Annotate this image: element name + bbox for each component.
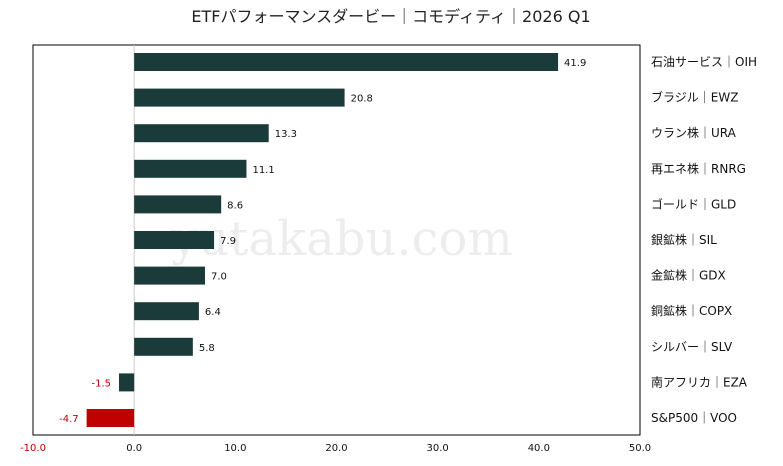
bar [134,302,199,321]
category-labels-group: 石油サービス｜OIH ブラジル｜EWZ ウラン株｜URA 再エネ株｜RNRG ゴールド｜… [651,55,757,425]
category-label: ウラン株｜URA [651,125,737,140]
x-tick-label: 10.0 [224,443,246,454]
category-label: ゴールド｜GLD [651,196,736,211]
data-label: -4.7 [59,414,79,425]
bar [134,53,559,71]
category-label: S&P500｜VOO [651,411,737,425]
x-tick-label: -10.0 [20,443,46,454]
x-tick-label: 50.0 [629,443,651,454]
data-label: 7.0 [211,272,227,283]
x-tick-labels-group: -10.0 0.0 10.0 20.0 30.0 40.0 50.0 [20,443,651,454]
x-tick-label: 20.0 [325,443,347,454]
bar [118,373,135,392]
value-labels-group: 41.9 20.8 13.3 11.1 8.6 7.9 7.0 6.4 5.8 -1.5 -4.7 [59,58,586,425]
data-label: 41.9 [564,58,586,69]
bar [134,337,193,356]
data-label: 8.6 [227,200,243,211]
category-label: 金鉱株｜GDX [651,268,726,283]
bar [134,266,205,285]
data-label: 5.8 [199,343,215,354]
category-label: ブラジル｜EWZ [651,90,738,105]
x-tick-label: 0.0 [126,443,142,454]
data-label: 11.1 [252,165,274,176]
category-label: 再エネ株｜RNRG [651,161,746,176]
data-label: 7.9 [220,236,236,247]
data-label: 20.8 [351,94,373,105]
data-label: -1.5 [91,378,111,389]
x-tick-label: 30.0 [427,443,449,454]
bars-group [86,53,559,427]
category-label: 銀鉱株｜SIL [651,232,717,247]
bar [134,88,345,107]
watermark: yutakabu.com [170,211,513,267]
bar [134,159,247,178]
category-label: 銅鉱株｜COPX [651,303,732,318]
category-label: 石油サービス｜OIH [651,55,757,69]
category-label: シルバー｜SLV [651,340,733,354]
data-label: 6.4 [205,307,221,318]
bar [134,195,222,214]
x-tick-label: 40.0 [528,443,550,454]
data-label: 13.3 [275,129,297,140]
bar [134,231,215,249]
plot-frame [32,44,641,436]
category-label: 南アフリカ｜EZA [651,374,748,389]
chart-title: ETFパフォーマンスダービー｜コモディティ｜2026 Q1 [191,7,590,26]
bar [86,409,135,427]
bar [134,124,269,143]
